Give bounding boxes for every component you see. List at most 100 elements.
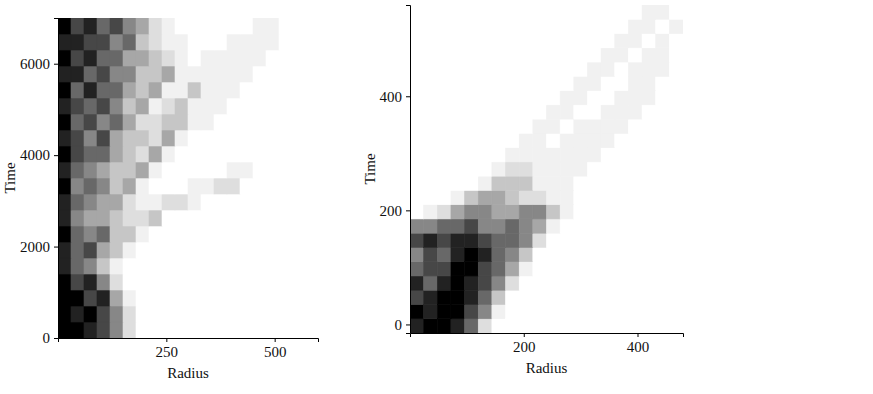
heat-cell: [240, 146, 253, 162]
heat-cell: [188, 130, 201, 146]
heat-cell: [410, 319, 424, 333]
heat-cell: [533, 205, 547, 219]
heat-cell: [201, 194, 214, 210]
heat-cell: [628, 319, 642, 333]
heat-cell: [492, 105, 506, 119]
heat-cell: [266, 258, 279, 274]
heat-cell: [437, 247, 451, 261]
heat-cell: [451, 276, 465, 290]
heat-cell: [123, 258, 136, 274]
heat-cell: [615, 119, 629, 133]
heat-cell: [478, 304, 492, 318]
heat-cell: [162, 146, 175, 162]
heat-cell: [123, 114, 136, 130]
y-axis: 0200400: [380, 6, 411, 334]
heat-cell: [669, 262, 683, 276]
heat-cell: [451, 176, 465, 190]
heat-cell: [437, 48, 451, 62]
heat-cell: [492, 48, 506, 62]
heat-cell: [253, 274, 266, 290]
heat-cell: [410, 304, 424, 318]
heat-cell: [305, 98, 318, 114]
heat-cell: [642, 5, 656, 19]
heat-cell: [628, 304, 642, 318]
heat-cell: [149, 18, 162, 34]
heat-cell: [506, 91, 520, 105]
heat-cell: [240, 162, 253, 178]
heat-cell: [601, 76, 615, 90]
heat-cell: [519, 176, 533, 190]
heat-cell: [279, 50, 292, 66]
heat-cell: [410, 48, 424, 62]
heat-cell: [201, 82, 214, 98]
heat-cell: [266, 178, 279, 194]
heat-cell: [587, 219, 601, 233]
heat-cell: [451, 262, 465, 276]
heat-cell: [560, 5, 574, 19]
heat-cell: [533, 119, 547, 133]
heat-cell: [656, 133, 670, 147]
heat-cell: [266, 322, 279, 338]
heat-cell: [110, 258, 123, 274]
heat-cell: [465, 162, 479, 176]
heat-cell: [492, 91, 506, 105]
heat-cell: [506, 133, 520, 147]
heat-cell: [669, 304, 683, 318]
heat-cell: [492, 133, 506, 147]
tick-mark: [406, 96, 410, 97]
heat-cell: [410, 205, 424, 219]
heat-cell: [110, 162, 123, 178]
heat-cell: [587, 48, 601, 62]
heat-cell: [305, 66, 318, 82]
heat-cell: [305, 130, 318, 146]
heat-cell: [227, 194, 240, 210]
heat-cell: [266, 34, 279, 50]
heat-cell: [162, 178, 175, 194]
heat-cell: [451, 290, 465, 304]
panel: 2505000200040006000RadiusTime: [2, 18, 319, 381]
heat-cell: [437, 219, 451, 233]
heat-cell: [214, 242, 227, 258]
heat-cell: [533, 162, 547, 176]
heat-cell: [506, 190, 520, 204]
heat-cell: [628, 162, 642, 176]
heat-cell: [492, 190, 506, 204]
heat-cell: [266, 146, 279, 162]
heat-cell: [292, 194, 305, 210]
heat-cell: [279, 98, 292, 114]
heat-cell: [451, 48, 465, 62]
heat-cell: [642, 290, 656, 304]
heat-cell: [560, 176, 574, 190]
heat-cell: [547, 205, 561, 219]
heat-cell: [465, 233, 479, 247]
heat-cell: [519, 304, 533, 318]
heat-cell: [615, 133, 629, 147]
heat-cell: [587, 148, 601, 162]
heat-cell: [266, 274, 279, 290]
heat-cell: [574, 148, 588, 162]
heat-cell: [110, 226, 123, 242]
heat-cell: [492, 176, 506, 190]
heat-cell: [123, 18, 136, 34]
heat-cell: [642, 262, 656, 276]
heat-cell: [465, 5, 479, 19]
heat-cell: [656, 105, 670, 119]
heat-cell: [547, 262, 561, 276]
heat-cell: [188, 98, 201, 114]
heat-cell: [506, 105, 520, 119]
heat-cell: [162, 130, 175, 146]
heat-cell: [123, 178, 136, 194]
heat-cell: [574, 48, 588, 62]
heat-cell: [149, 50, 162, 66]
heat-cell: [560, 76, 574, 90]
heat-cell: [58, 290, 71, 306]
heat-cell: [97, 210, 110, 226]
heat-cell: [292, 210, 305, 226]
heat-cell: [601, 205, 615, 219]
heat-cell: [227, 322, 240, 338]
heat-cell: [628, 62, 642, 76]
heat-cell: [656, 19, 670, 33]
heat-cell: [424, 162, 438, 176]
heat-cell: [162, 50, 175, 66]
heat-cell: [628, 219, 642, 233]
